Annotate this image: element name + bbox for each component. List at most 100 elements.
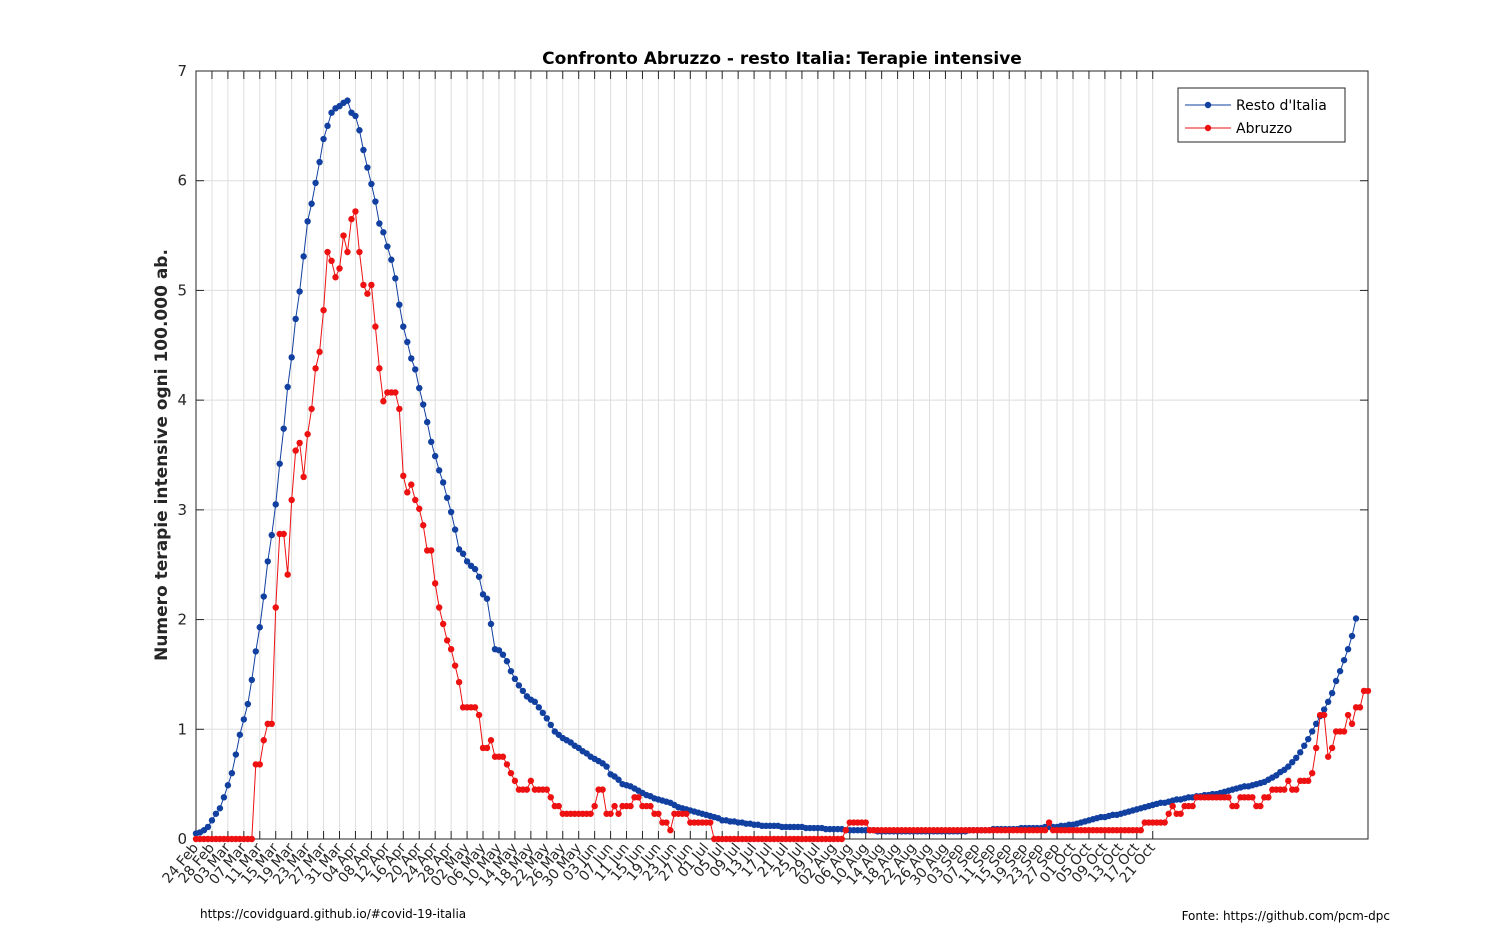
data-point-resto-italia xyxy=(392,275,399,282)
data-point-resto-italia xyxy=(204,823,212,831)
data-point-resto-italia xyxy=(264,558,271,565)
data-point-abruzzo xyxy=(308,405,315,413)
data-point-resto-italia xyxy=(1305,735,1312,743)
data-point-abruzzo xyxy=(328,257,335,265)
data-point-resto-italia xyxy=(475,573,483,580)
data-point-resto-italia xyxy=(479,591,487,598)
chart-title: Confronto Abruzzo - resto Italia: Terapi… xyxy=(542,49,1022,69)
data-point-resto-italia xyxy=(428,438,435,446)
data-point-abruzzo xyxy=(360,281,367,289)
y-axis-label: Numero terapie intensive ogni 100.000 ab… xyxy=(152,249,172,661)
data-point-abruzzo xyxy=(248,835,256,843)
data-point-resto-italia xyxy=(252,648,259,655)
data-point-abruzzo xyxy=(443,637,451,644)
data-point-resto-italia xyxy=(260,593,267,600)
data-point-resto-italia xyxy=(248,676,256,684)
data-point-resto-italia xyxy=(268,531,275,539)
data-point-abruzzo xyxy=(376,365,383,372)
data-point-abruzzo xyxy=(683,810,690,817)
data-point-resto-italia xyxy=(483,595,491,602)
data-point-abruzzo xyxy=(543,786,550,793)
data-point-abruzzo xyxy=(428,547,435,554)
data-point-abruzzo xyxy=(272,604,279,611)
footer-source-left: https://covidguard.github.io/#covid-19-i… xyxy=(200,907,467,921)
data-point-resto-italia xyxy=(220,794,228,801)
y-tick-label: 7 xyxy=(177,62,187,80)
data-point-abruzzo xyxy=(1285,777,1292,785)
data-point-resto-italia xyxy=(1285,763,1292,770)
data-point-abruzzo xyxy=(368,281,375,289)
data-point-abruzzo xyxy=(1249,794,1256,801)
data-point-abruzzo xyxy=(312,365,319,372)
data-point-abruzzo xyxy=(547,794,554,801)
data-point-resto-italia xyxy=(543,715,550,722)
data-point-abruzzo xyxy=(372,323,379,330)
data-point-resto-italia xyxy=(1332,677,1340,685)
y-tick-label: 3 xyxy=(177,501,187,519)
data-point-abruzzo xyxy=(380,398,387,405)
data-point-abruzzo xyxy=(627,802,634,810)
data-point-resto-italia xyxy=(308,200,315,207)
data-point-resto-italia xyxy=(212,810,220,817)
data-point-resto-italia xyxy=(380,229,387,236)
data-point-abruzzo xyxy=(607,810,614,817)
data-point-abruzzo xyxy=(439,620,447,628)
data-point-abruzzo xyxy=(1165,810,1172,817)
data-point-abruzzo xyxy=(268,720,275,727)
data-point-resto-italia xyxy=(312,179,319,187)
data-point-resto-italia xyxy=(1301,742,1308,749)
data-point-abruzzo xyxy=(404,489,411,496)
data-point-resto-italia xyxy=(515,682,523,689)
data-point-resto-italia xyxy=(1344,645,1352,653)
data-point-resto-italia xyxy=(531,698,539,706)
data-point-abruzzo xyxy=(1189,802,1196,810)
data-point-resto-italia xyxy=(232,751,240,758)
data-point-abruzzo xyxy=(316,348,323,356)
data-point-resto-italia xyxy=(236,731,244,738)
data-point-abruzzo xyxy=(587,810,594,817)
data-point-abruzzo xyxy=(408,481,415,488)
data-point-resto-italia xyxy=(1340,656,1348,664)
data-point-abruzzo xyxy=(320,306,327,314)
data-point-abruzzo xyxy=(591,802,598,810)
data-point-resto-italia xyxy=(388,256,395,263)
data-point-resto-italia xyxy=(208,817,216,824)
data-point-resto-italia xyxy=(431,452,439,460)
data-point-abruzzo xyxy=(1344,711,1352,719)
data-point-abruzzo xyxy=(599,786,606,793)
data-point-abruzzo xyxy=(663,819,670,826)
data-point-abruzzo xyxy=(1320,711,1328,719)
data-point-resto-italia xyxy=(547,721,554,729)
data-point-abruzzo xyxy=(1356,704,1364,711)
data-point-abruzzo xyxy=(344,248,351,256)
data-point-resto-italia xyxy=(404,338,411,346)
data-point-resto-italia xyxy=(272,501,279,508)
data-point-resto-italia xyxy=(615,776,622,783)
data-point-resto-italia xyxy=(356,127,363,134)
data-point-resto-italia xyxy=(280,425,287,432)
data-point-resto-italia xyxy=(240,716,248,723)
data-point-abruzzo xyxy=(1293,786,1300,793)
data-point-resto-italia xyxy=(539,709,547,717)
data-point-resto-italia xyxy=(328,109,335,116)
data-point-abruzzo xyxy=(555,802,562,810)
data-point-resto-italia xyxy=(320,135,327,143)
legend-marker-resto-italia xyxy=(1204,101,1212,109)
data-point-resto-italia xyxy=(216,805,224,812)
data-point-resto-italia xyxy=(495,647,503,654)
y-tick-label: 1 xyxy=(177,720,187,738)
data-point-resto-italia xyxy=(451,526,459,533)
y-tick-label: 6 xyxy=(177,172,187,190)
data-point-resto-italia xyxy=(352,112,359,120)
legend: Resto d'Italia Abruzzo xyxy=(1177,87,1346,143)
data-point-abruzzo xyxy=(862,819,869,826)
data-point-abruzzo xyxy=(1305,777,1312,785)
data-point-abruzzo xyxy=(336,265,343,272)
data-point-abruzzo xyxy=(352,208,359,215)
data-point-abruzzo xyxy=(288,496,295,504)
data-point-abruzzo xyxy=(364,290,371,297)
data-point-resto-italia xyxy=(455,546,463,553)
data-point-resto-italia xyxy=(459,550,467,557)
data-point-resto-italia xyxy=(344,97,351,104)
data-point-abruzzo xyxy=(455,678,463,686)
